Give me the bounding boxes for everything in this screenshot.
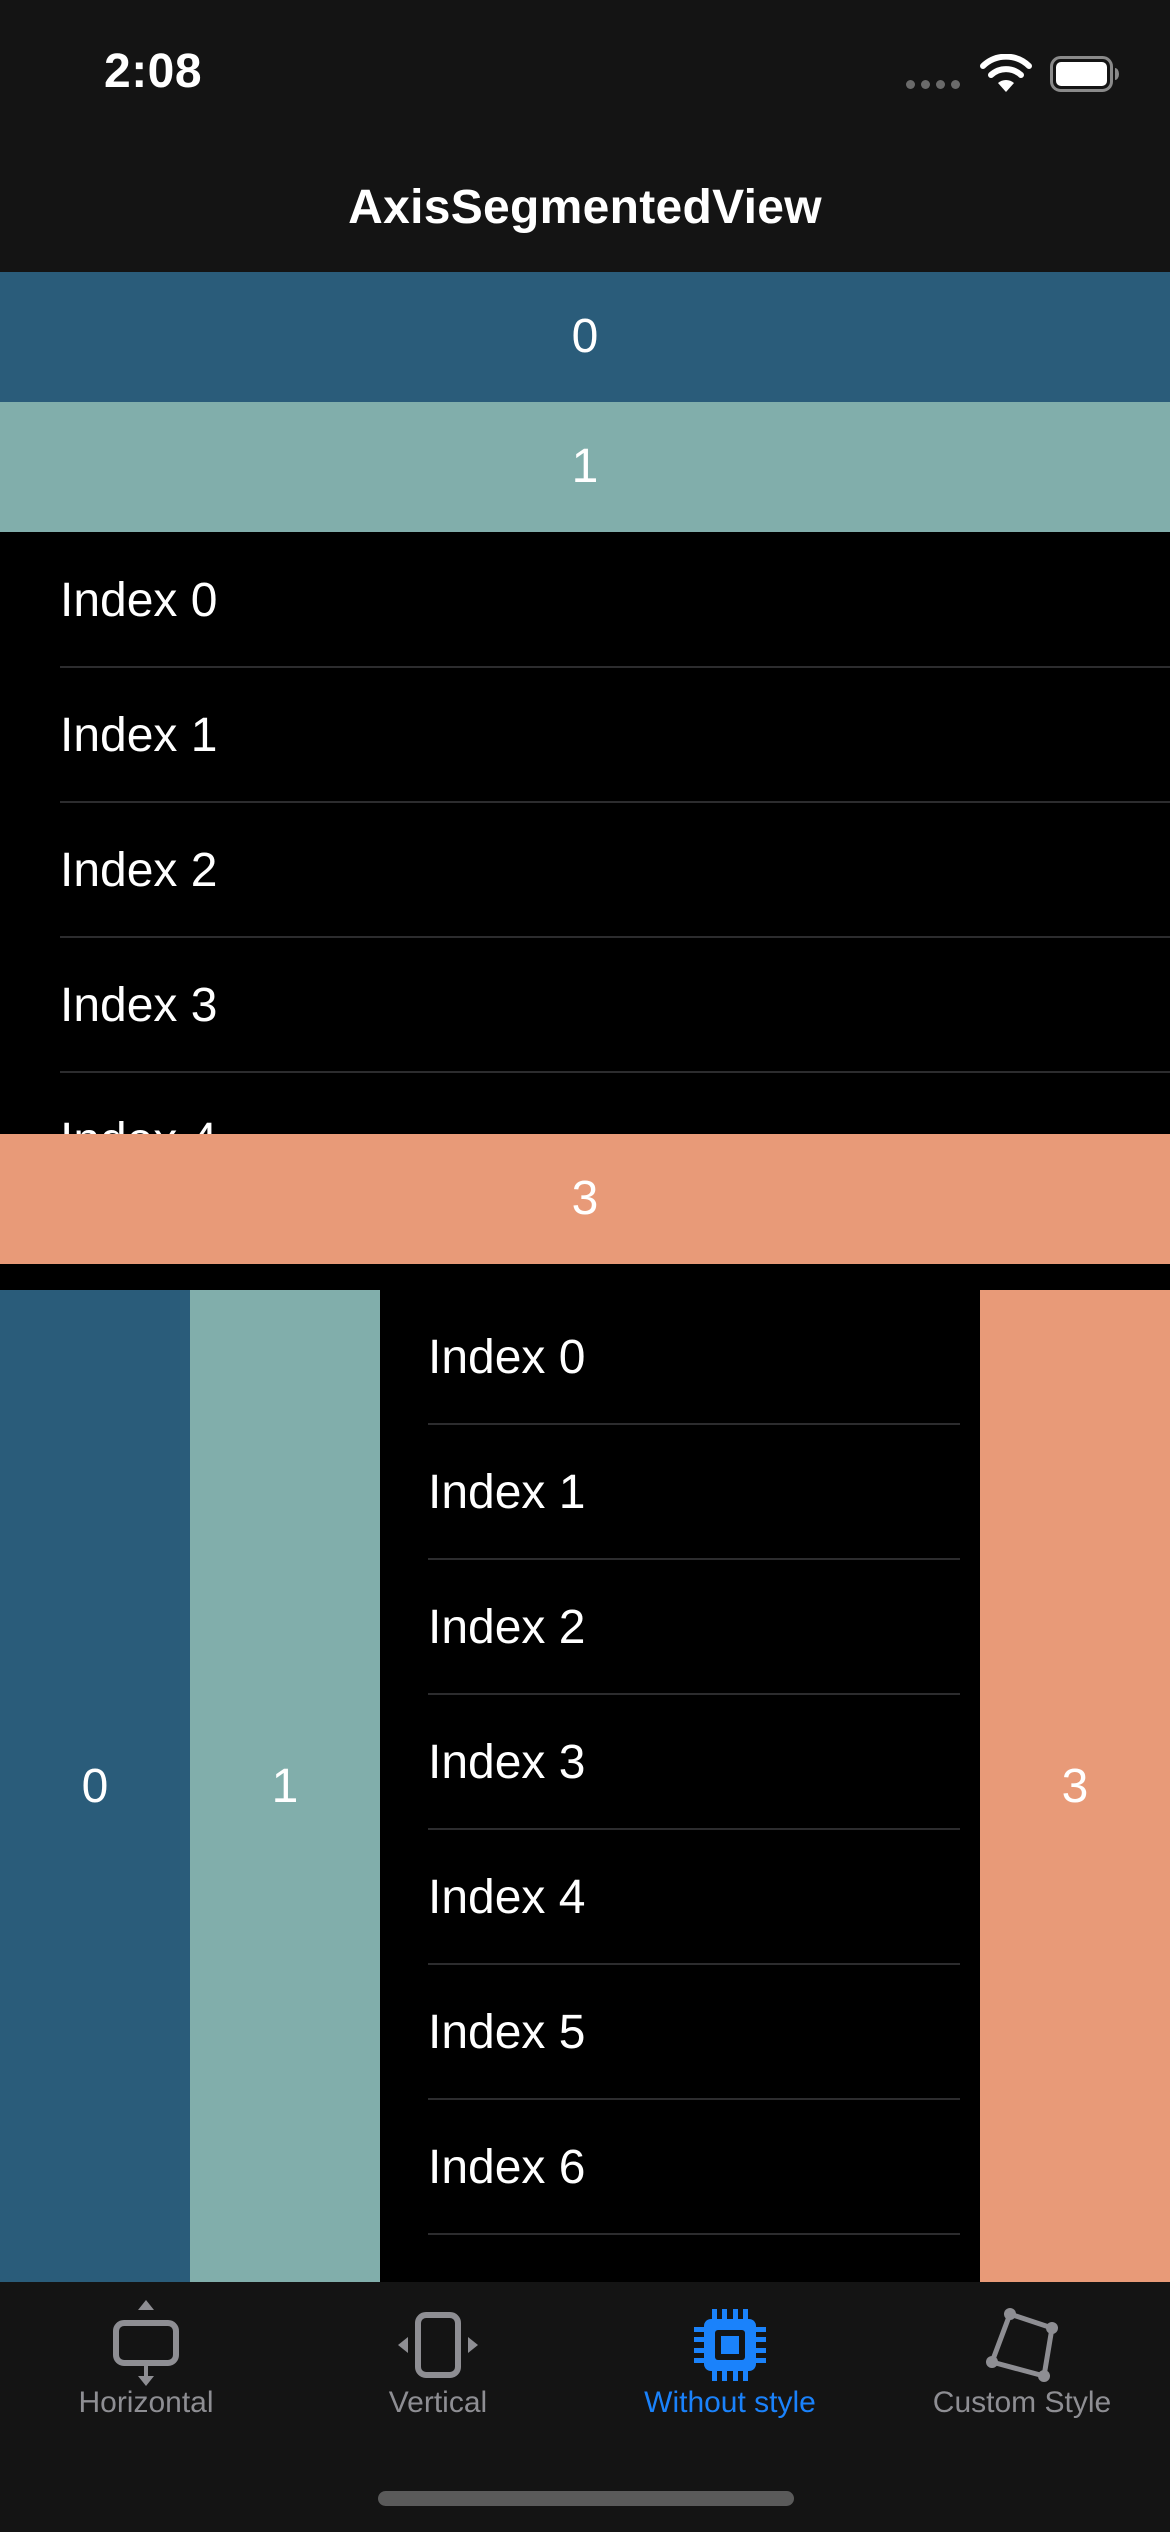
list-item-label: Index 0: [60, 574, 218, 627]
list-item[interactable]: Index 1: [380, 1425, 980, 1560]
row-divider: [428, 2098, 960, 2100]
page-title: AxisSegmentedView: [348, 181, 822, 234]
cellular-signal-icon: [906, 80, 962, 90]
tab-custom-style[interactable]: Custom Style: [876, 2282, 1168, 2442]
top-bar: 2:08 AxisSegmentedView: [0, 0, 1170, 272]
list-item-label: Index 3: [428, 1736, 586, 1789]
segment-label: 0: [81, 1759, 109, 1813]
row-divider: [60, 666, 1170, 668]
horizontal-content-list[interactable]: Index 0 Index 1 Index 2 Index 3 Index 4: [0, 534, 1170, 1134]
list-item-label: Index 6: [428, 2141, 586, 2194]
row-divider: [428, 1558, 960, 1560]
list-item[interactable]: Index 3: [0, 939, 1170, 1073]
list-item[interactable]: Index 2: [0, 804, 1170, 938]
list-item-label: Index 7: [428, 2235, 585, 2282]
row-divider: [60, 801, 1170, 803]
segment-label: 1: [271, 1759, 299, 1813]
list-item[interactable]: Index 0: [380, 1290, 980, 1425]
horizontal-segment-3[interactable]: 3: [0, 1134, 1170, 1264]
list-item[interactable]: Index 4: [0, 1074, 1170, 1134]
cpu-icon: [694, 2309, 766, 2381]
wifi-icon: [980, 54, 1032, 92]
tab-horizontal[interactable]: Horizontal: [0, 2282, 292, 2442]
vertical-segment-1[interactable]: 1: [190, 1290, 380, 2282]
list-item-label: Index 3: [60, 979, 218, 1032]
tab-label: Horizontal: [78, 2386, 214, 2419]
list-item[interactable]: Index 5: [380, 1965, 980, 2100]
list-item[interactable]: Index 3: [380, 1695, 980, 1830]
list-item-label: Index 1: [428, 1466, 586, 1519]
list-item-label: Index 5: [428, 2006, 586, 2059]
row-divider: [428, 1828, 960, 1830]
list-item-label: Index 4: [428, 1871, 586, 1924]
list-item-label: Index 2: [428, 1601, 586, 1654]
vertical-content-list[interactable]: Index 0 Index 1 Index 2 Index 3 Index 4 …: [380, 1290, 980, 2282]
tab-without-style[interactable]: Without style: [584, 2282, 876, 2442]
tab-bar: Horizontal Vertical Without st: [0, 2282, 1170, 2532]
list-item[interactable]: Index 7: [380, 2235, 980, 2282]
segment-label: 3: [1061, 1759, 1089, 1813]
list-item[interactable]: Index 1: [0, 669, 1170, 803]
horizontal-segment-0[interactable]: 0: [0, 272, 1170, 402]
vertical-segment-3[interactable]: 3: [980, 1290, 1170, 2282]
home-indicator[interactable]: [378, 2491, 794, 2506]
horizontal-icon: [113, 2300, 179, 2386]
polygon-icon: [986, 2308, 1058, 2382]
list-item-label: Index 0: [428, 1331, 586, 1384]
list-item[interactable]: Index 0: [0, 534, 1170, 668]
battery-icon: [1050, 56, 1119, 92]
row-divider: [60, 936, 1170, 938]
list-item-label: Index 4: [60, 1074, 217, 1134]
vertical-icon: [398, 2312, 478, 2378]
list-item-label: Index 1: [60, 709, 218, 762]
list-item[interactable]: Index 2: [380, 1560, 980, 1695]
status-indicators: [906, 52, 1119, 98]
row-divider: [428, 1423, 960, 1425]
row-divider: [428, 2233, 960, 2235]
tab-vertical[interactable]: Vertical: [292, 2282, 584, 2442]
row-divider: [428, 1963, 960, 1965]
row-divider: [60, 1071, 1170, 1073]
list-item[interactable]: Index 6: [380, 2100, 980, 2235]
status-time: 2:08: [104, 45, 203, 98]
tab-label: Without style: [644, 2386, 816, 2419]
list-item-label: Index 2: [60, 844, 218, 897]
tab-label: Custom Style: [932, 2386, 1112, 2419]
horizontal-segment-1[interactable]: 1: [0, 402, 1170, 532]
vertical-segment-0[interactable]: 0: [0, 1290, 190, 2282]
list-item[interactable]: Index 4: [380, 1830, 980, 1965]
tab-label: Vertical: [388, 2386, 488, 2419]
row-divider: [428, 1693, 960, 1695]
